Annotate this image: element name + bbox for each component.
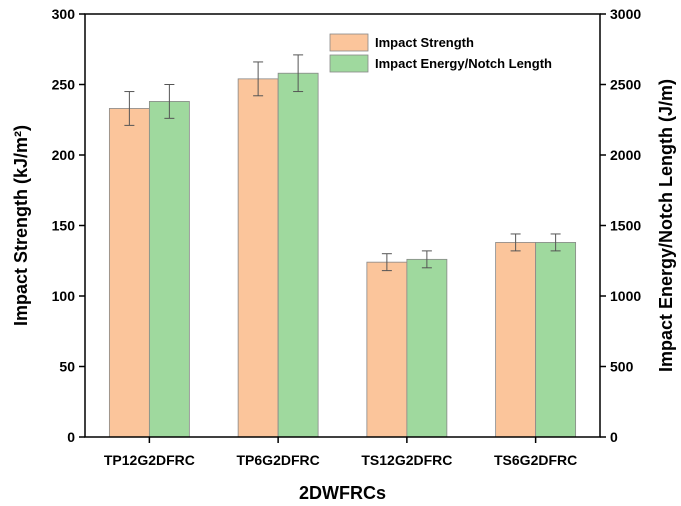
bar-impact-energy-ts6g2dfrc (535, 242, 577, 438)
bar-impact-strength-ts6g2dfrc (495, 242, 537, 438)
error-bar-impact-strength-tp6g2dfrc (253, 61, 264, 97)
legend-swatch-impact-energy (329, 54, 369, 73)
y-left-tick-label: 200 (52, 147, 76, 163)
y-left-tick-label: 100 (52, 288, 76, 304)
y-left-tick-label: 50 (59, 359, 75, 375)
legend-swatch-impact-strength (329, 33, 369, 52)
error-bar-impact-strength-ts12g2dfrc (381, 253, 392, 272)
y-right-tick-label: 500 (610, 359, 634, 375)
y-right-tick-label: 3000 (610, 6, 641, 22)
error-bar-impact-energy-tp6g2dfrc (293, 54, 304, 93)
bar-impact-energy-ts12g2dfrc (406, 258, 448, 438)
legend-label-impact-energy: Impact Energy/Notch Length (375, 56, 552, 71)
bar-impact-energy-tp12g2dfrc (148, 101, 190, 438)
y-right-tick-label: 2500 (610, 77, 641, 93)
y-right-tick-label: 2000 (610, 147, 641, 163)
legend-label-impact-strength: Impact Strength (375, 35, 474, 50)
bar-impact-strength-tp6g2dfrc (237, 78, 279, 438)
x-axis-title: 2DWFRCs (299, 483, 386, 503)
x-tick-label: TP12G2DFRC (104, 452, 195, 468)
y-right-tick-label: 0 (610, 429, 618, 445)
y-right-tick-label: 1000 (610, 288, 641, 304)
x-tick-label: TS6G2DFRC (494, 452, 577, 468)
y-right-tick-label: 1500 (610, 218, 641, 234)
y-left-tick-label: 150 (52, 218, 76, 234)
ticks-layer: TP12G2DFRC TP6G2DFRC TS12G2DFRC TS6G2DFRC 0 5… (52, 6, 642, 468)
bar-impact-strength-ts12g2dfrc (366, 261, 408, 438)
bar-impact-strength-tp12g2dfrc (108, 108, 150, 438)
y-left-tick-label: 300 (52, 6, 76, 22)
y-left-tick-label: 250 (52, 77, 76, 93)
x-tick-label: TP6G2DFRC (237, 452, 320, 468)
y-axis-left-title: Impact Strength (kJ/m²) (11, 125, 31, 326)
error-bar-impact-strength-tp12g2dfrc (124, 91, 135, 126)
bar-impact-energy-tp6g2dfrc (277, 72, 319, 438)
error-bar-impact-strength-ts6g2dfrc (510, 233, 521, 252)
legend: Impact Strength Impact Energy/Notch Leng… (329, 33, 552, 73)
y-left-tick-label: 0 (67, 429, 75, 445)
error-bar-impact-energy-ts12g2dfrc (421, 250, 432, 269)
y-axis-right-title: Impact Energy/Notch Length (J/m) (656, 79, 676, 372)
bars-layer (108, 72, 577, 438)
error-bar-impact-energy-tp12g2dfrc (164, 84, 175, 119)
error-bars-layer (124, 54, 561, 272)
error-bar-impact-energy-ts6g2dfrc (550, 233, 561, 252)
x-tick-label: TS12G2DFRC (361, 452, 452, 468)
